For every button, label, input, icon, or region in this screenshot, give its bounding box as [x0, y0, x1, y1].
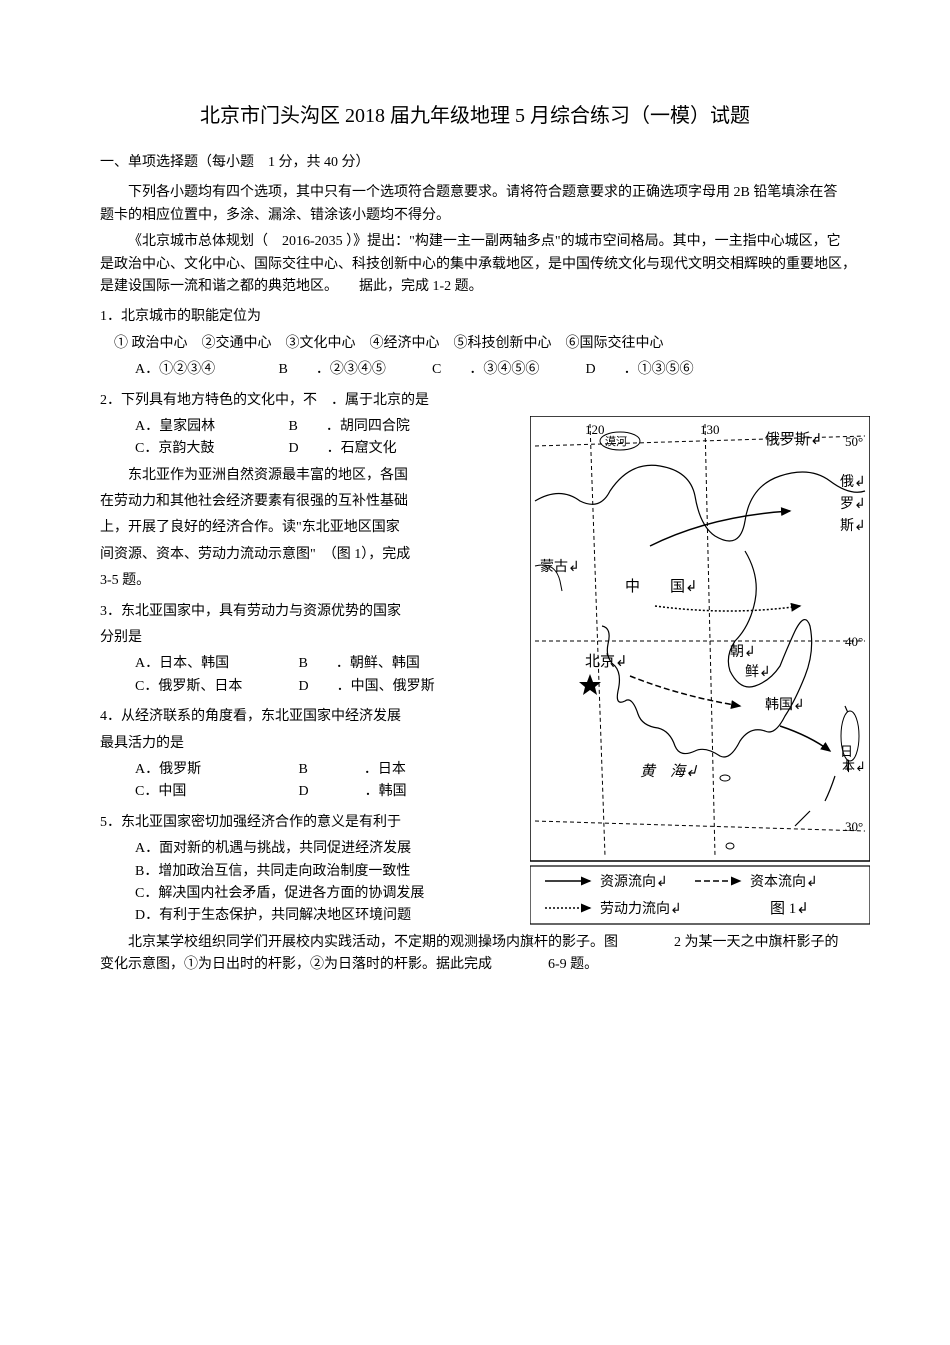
- figure-1-map: 120 130 50° 40° 30° 俄罗斯↲ 漠河 蒙古↲ 俄↲ 罗↲ 斯↲…: [530, 416, 870, 926]
- q1-opt-d: D ．①③⑤⑥: [586, 359, 694, 381]
- yellow-sea-label: 黄 海↲: [640, 763, 698, 780]
- q1-opt-b: B ．②③④⑤: [279, 359, 429, 381]
- q2-opt-a: A．皇家园林: [135, 416, 285, 438]
- q5-opt-c: C．解决国内社会矛盾，促进各方面的协调发展: [135, 883, 510, 905]
- russia-label: 俄罗斯↲: [765, 431, 823, 448]
- p2-l3: 上，开展了良好的经济合作。读"东北亚地区国家: [100, 517, 510, 539]
- japan-label2: 本↲: [842, 759, 866, 774]
- russia-v3: 斯↲: [840, 518, 866, 534]
- q4-opt-a: A．俄罗斯: [135, 759, 295, 781]
- q5-opt-d: D．有利于生态保护，共同解决地区环境问题: [135, 905, 510, 927]
- korea-label2: 鲜↲: [745, 664, 771, 680]
- q4-opt-c: C．中国: [135, 781, 295, 803]
- q4-stem-1: 4．从经济联系的角度看，东北亚国家中经济发展: [100, 706, 510, 728]
- figure-1-label: 图 1↲: [770, 900, 809, 917]
- map-svg: 120 130 50° 40° 30° 俄罗斯↲ 漠河 蒙古↲ 俄↲ 罗↲ 斯↲…: [530, 416, 870, 926]
- page-title: 北京市门头沟区 2018 届九年级地理 5 月综合练习（一模）试题: [100, 100, 850, 132]
- q4-opt-d: D ．韩国: [299, 781, 407, 803]
- q2-opts-1: A．皇家园林 B ．胡同四合院: [135, 416, 510, 438]
- q3-stem-1: 3．东北亚国家中，具有劳动力与资源优势的国家: [100, 601, 510, 623]
- beijing-label: 北京↲: [585, 653, 628, 670]
- mongolia-label: 蒙古↲: [540, 559, 580, 575]
- q2-opts-2: C．京韵大鼓 D ．石窟文化: [135, 438, 510, 460]
- q4-opts-1: A．俄罗斯 B ．日本: [135, 759, 510, 781]
- q3-opts-1: A．日本、韩国 B ．朝鲜、韩国: [135, 653, 510, 675]
- mohe-label: 漠河: [605, 435, 627, 448]
- q4-stem-2: 最具活力的是: [100, 733, 510, 755]
- q1-opt-c: C ．③④⑤⑥: [432, 359, 582, 381]
- q4-opt-b: B ．日本: [299, 759, 406, 781]
- q3-opt-b: B ．朝鲜、韩国: [299, 653, 420, 675]
- china-label: 中 国↲: [625, 578, 698, 595]
- p2-l1: 东北亚作为亚洲自然资源最丰富的地区，各国: [100, 465, 510, 487]
- q2-opt-d: D ．石窟文化: [289, 438, 397, 460]
- lat-40-label: 40°: [845, 634, 863, 649]
- russia-v1: 俄↲: [840, 474, 866, 490]
- legend-capital: 资本流向↲: [750, 874, 818, 890]
- legend-resource: 资源流向↲: [600, 874, 668, 890]
- q3-opts-2: C．俄罗斯、日本 D ．中国、俄罗斯: [135, 676, 510, 698]
- q5-opt-b: B．增加政治互信，共同走向政治制度一致性: [135, 861, 510, 883]
- section-header: 一、单项选择题（每小题 1 分，共 40 分）: [100, 152, 850, 174]
- q1-stem: 1．北京城市的职能定位为: [100, 306, 850, 328]
- p2-l5: 3-5 题。: [100, 570, 510, 592]
- q2-opt-b: B ．胡同四合院: [289, 416, 410, 438]
- russia-v2: 罗↲: [840, 497, 866, 512]
- japan-label1: 日: [840, 744, 853, 759]
- q5-opt-a: A．面对新的机遇与挑战，共同促进经济发展: [135, 838, 510, 860]
- q2-opt-c: C．京韵大鼓: [135, 438, 285, 460]
- q3-stem-2: 分别是: [100, 627, 510, 649]
- q5-stem: 5．东北亚国家密切加强经济合作的意义是有利于: [100, 812, 510, 834]
- left-column: A．皇家园林 B ．胡同四合院 C．京韵大鼓 D ．石窟文化 东北亚作为亚洲自然…: [100, 416, 510, 928]
- instructions: 下列各小题均有四个选项，其中只有一个选项符合题意要求。请将符合题意要求的正确选项…: [100, 182, 850, 227]
- two-column-wrap: 120 130 50° 40° 30° 俄罗斯↲ 漠河 蒙古↲ 俄↲ 罗↲ 斯↲…: [100, 416, 850, 928]
- lat-30-label: 30°: [845, 819, 863, 834]
- lat-50-label: 50°: [845, 434, 863, 449]
- q2-stem: 2．下列具有地方特色的文化中，不 ．属于北京的是: [100, 390, 850, 412]
- q1-opt-a: A．①②③④: [135, 359, 275, 381]
- p2-l4: 间资源、资本、劳动力流动示意图" （图 1），完成: [100, 544, 510, 566]
- legend-labor: 劳动力流向↲: [600, 901, 682, 917]
- lon-120-label: 120: [585, 422, 605, 437]
- passage-1: 《北京城市总体规划（ 2016-2035 ）》提出："构建一主一副两轴多点"的城…: [100, 231, 850, 298]
- skorea-label: 韩国↲: [765, 697, 805, 713]
- q1-options: A．①②③④ B ．②③④⑤ C ．③④⑤⑥ D ．①③⑤⑥: [135, 359, 850, 381]
- korea-label1: 朝↲: [730, 644, 756, 660]
- q3-opt-a: A．日本、韩国: [135, 653, 295, 675]
- lon-130-label: 130: [700, 422, 720, 437]
- q4-opts-2: C．中国 D ．韩国: [135, 781, 510, 803]
- q3-opt-d: D ．中国、俄罗斯: [299, 676, 435, 698]
- q3-opt-c: C．俄罗斯、日本: [135, 676, 295, 698]
- passage-3: 北京某学校组织同学们开展校内实践活动，不定期的观测操场内旗杆的影子。图 2 为某…: [100, 932, 850, 977]
- q1-sub-options: ① 政治中心 ②交通中心 ③文化中心 ④经济中心 ⑤科技创新中心 ⑥国际交往中心: [114, 333, 850, 355]
- p2-l2: 在劳动力和其他社会经济要素有很强的互补性基础: [100, 491, 510, 513]
